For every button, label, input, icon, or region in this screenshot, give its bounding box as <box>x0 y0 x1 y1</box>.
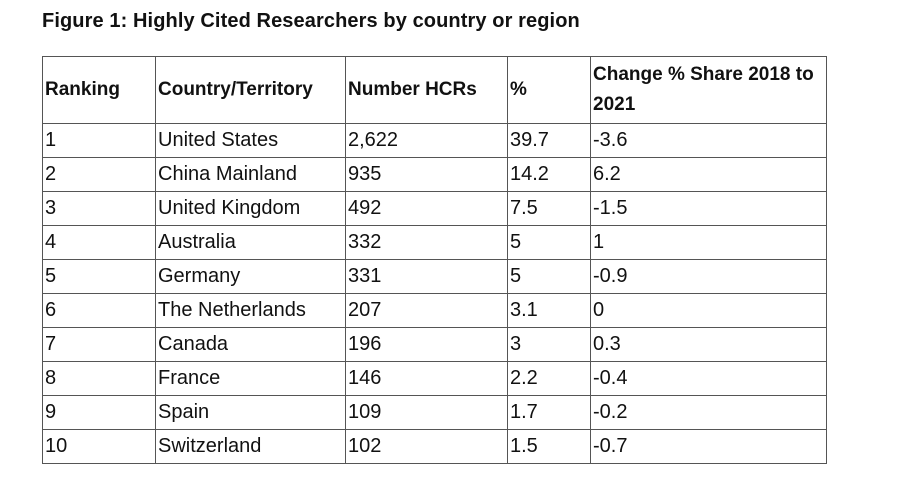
header-number-hcrs: Number HCRs <box>345 56 508 124</box>
header-country: Country/Territory <box>155 56 346 124</box>
cell-rank: 7 <box>42 327 156 362</box>
table-row: 8 France 146 2.2 -0.4 <box>42 361 827 396</box>
cell-number: 146 <box>345 361 508 396</box>
cell-change: -0.2 <box>590 395 827 430</box>
cell-change: -0.9 <box>590 259 827 294</box>
table-row: 9 Spain 109 1.7 -0.2 <box>42 395 827 430</box>
cell-country: France <box>155 361 346 396</box>
header-ranking: Ranking <box>42 56 156 124</box>
cell-number: 196 <box>345 327 508 362</box>
table-row: 6 The Netherlands 207 3.1 0 <box>42 293 827 328</box>
cell-percent: 1.7 <box>507 395 591 430</box>
cell-change: -0.7 <box>590 429 827 464</box>
table-row: 5 Germany 331 5 -0.9 <box>42 259 827 294</box>
figure-title: Figure 1: Highly Cited Researchers by co… <box>42 10 580 32</box>
cell-change: -1.5 <box>590 191 827 226</box>
cell-country: Spain <box>155 395 346 430</box>
cell-percent: 39.7 <box>507 123 591 158</box>
header-percent: % <box>507 56 591 124</box>
cell-change: 0.3 <box>590 327 827 362</box>
cell-number: 109 <box>345 395 508 430</box>
cell-percent: 5 <box>507 225 591 260</box>
cell-country: The Netherlands <box>155 293 346 328</box>
cell-rank: 8 <box>42 361 156 396</box>
cell-change: 0 <box>590 293 827 328</box>
cell-country: Germany <box>155 259 346 294</box>
cell-change: 6.2 <box>590 157 827 192</box>
cell-rank: 10 <box>42 429 156 464</box>
cell-number: 207 <box>345 293 508 328</box>
table-row: 10 Switzerland 102 1.5 -0.7 <box>42 429 827 464</box>
cell-percent: 2.2 <box>507 361 591 396</box>
cell-number: 331 <box>345 259 508 294</box>
cell-country: Australia <box>155 225 346 260</box>
cell-percent: 1.5 <box>507 429 591 464</box>
cell-percent: 7.5 <box>507 191 591 226</box>
cell-number: 492 <box>345 191 508 226</box>
cell-country: United Kingdom <box>155 191 346 226</box>
header-change-share: Change % Share 2018 to 2021 <box>590 56 827 124</box>
cell-country: China Mainland <box>155 157 346 192</box>
table-row: 4 Australia 332 5 1 <box>42 225 827 260</box>
cell-rank: 9 <box>42 395 156 430</box>
cell-rank: 3 <box>42 191 156 226</box>
table-header-row: Ranking Country/Territory Number HCRs % … <box>42 56 827 124</box>
cell-rank: 6 <box>42 293 156 328</box>
cell-country: United States <box>155 123 346 158</box>
cell-rank: 2 <box>42 157 156 192</box>
cell-rank: 5 <box>42 259 156 294</box>
cell-percent: 14.2 <box>507 157 591 192</box>
cell-rank: 1 <box>42 123 156 158</box>
cell-change: 1 <box>590 225 827 260</box>
table-row: 3 United Kingdom 492 7.5 -1.5 <box>42 191 827 226</box>
cell-change: -3.6 <box>590 123 827 158</box>
cell-number: 2,622 <box>345 123 508 158</box>
cell-country: Canada <box>155 327 346 362</box>
cell-percent: 5 <box>507 259 591 294</box>
cell-percent: 3.1 <box>507 293 591 328</box>
hcr-table: Ranking Country/Territory Number HCRs % … <box>42 56 827 464</box>
cell-number: 332 <box>345 225 508 260</box>
cell-rank: 4 <box>42 225 156 260</box>
cell-change: -0.4 <box>590 361 827 396</box>
cell-number: 935 <box>345 157 508 192</box>
table-row: 1 United States 2,622 39.7 -3.6 <box>42 123 827 158</box>
cell-percent: 3 <box>507 327 591 362</box>
table-row: 7 Canada 196 3 0.3 <box>42 327 827 362</box>
cell-number: 102 <box>345 429 508 464</box>
table-row: 2 China Mainland 935 14.2 6.2 <box>42 157 827 192</box>
cell-country: Switzerland <box>155 429 346 464</box>
